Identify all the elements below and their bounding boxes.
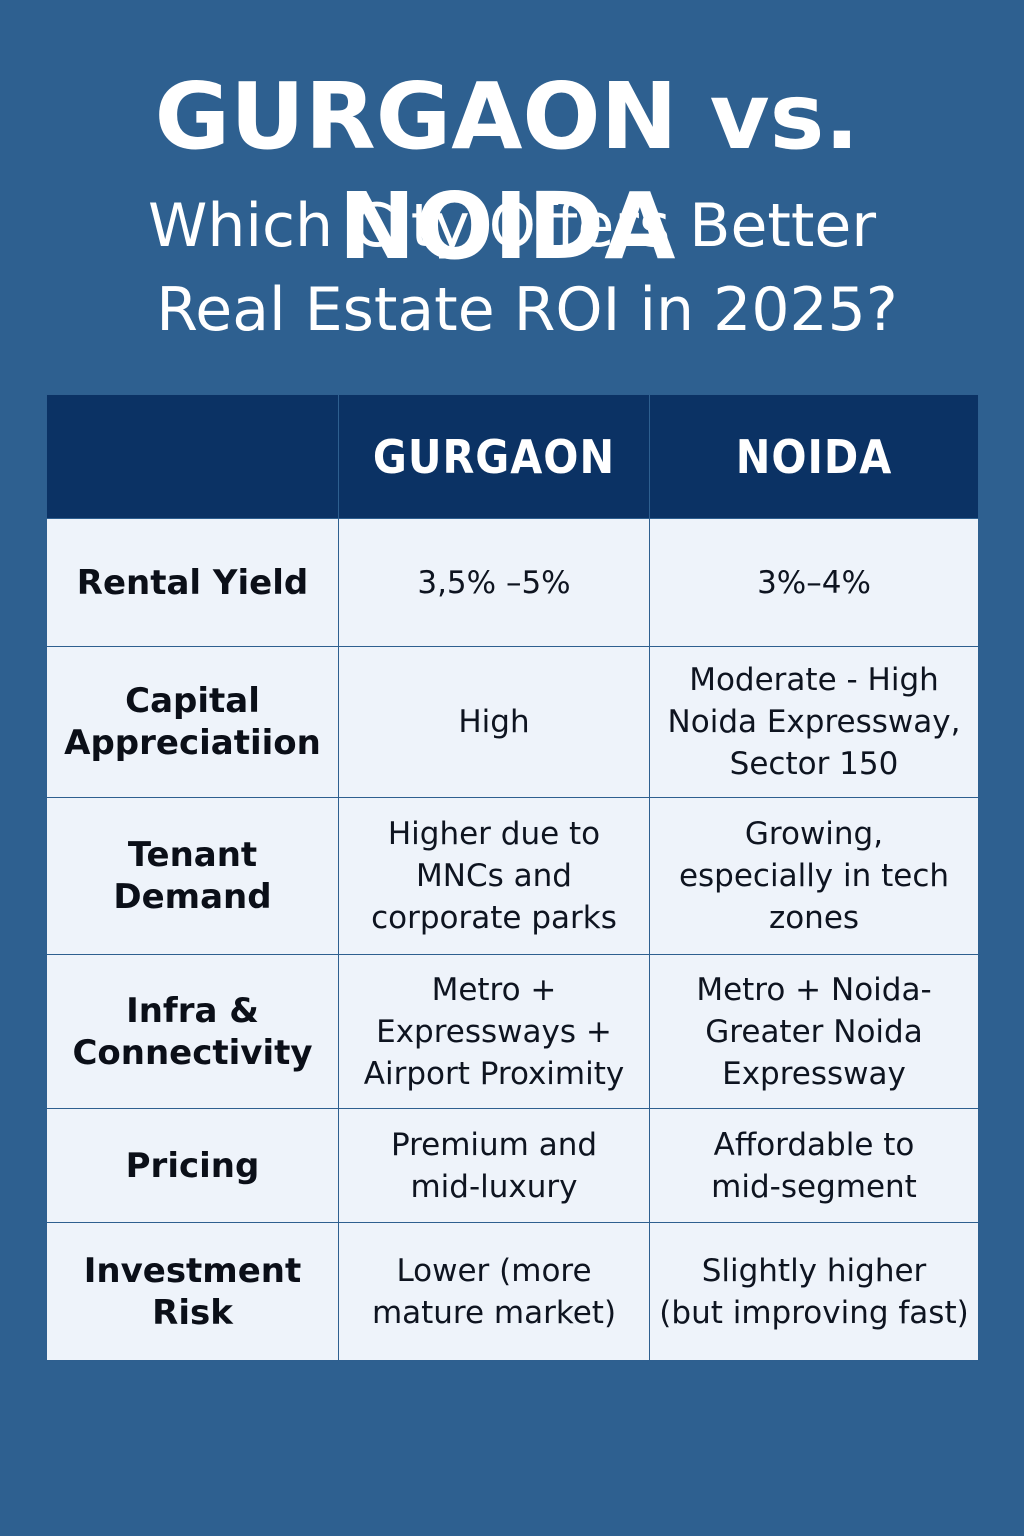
gurgaon-rental-yield: 3,5% –5% (338, 518, 650, 647)
noida-rental-yield: 3%–4% (649, 518, 979, 647)
cell-text: Expressway (722, 1055, 906, 1092)
cell-text: Greater Noida (705, 1013, 923, 1050)
cell-text: Growing, (744, 816, 884, 852)
row-label-investment-risk: Investment Risk (46, 1222, 339, 1361)
row-label-pricing: Pricing (46, 1108, 339, 1223)
cell-text: Moderate - High (689, 662, 939, 698)
gurgaon-investment-risk: Lower (more mature market) (338, 1222, 650, 1361)
row-label-text: Tenant (127, 835, 258, 875)
table-row: Tenant Demand Higher due to MNCs and cor… (46, 797, 979, 955)
subtitle-line-1: Which City Offers Better (148, 191, 876, 261)
gurgaon-tenant-demand: Higher due to MNCs and corporate parks (338, 797, 650, 955)
gurgaon-pricing: Premium and mid-luxury (338, 1108, 650, 1223)
gurgaon-infra-connectivity: Metro + Expressways + Airport Proximity (338, 954, 650, 1109)
row-label-tenant-demand: Tenant Demand (46, 797, 339, 955)
noida-pricing: Affordable to mid-segment (649, 1108, 979, 1223)
row-label-text: Investment (83, 1250, 302, 1291)
row-label-text: Risk (152, 1292, 233, 1333)
noida-tenant-demand: Growing, especially in tech zones (649, 797, 979, 955)
cell-text: 3%–4% (757, 564, 871, 601)
cell-text: Premium and (390, 1126, 598, 1163)
cell-text: zones (768, 900, 860, 936)
row-label-rental-yield: Rental Yield (46, 518, 339, 647)
cell-text: High (458, 704, 530, 740)
cell-text: Metro + (431, 971, 557, 1008)
page-title: GURGAON vs. NOIDA (154, 63, 860, 280)
gurgaon-capital-appreciation: High (338, 646, 650, 798)
cell-text: corporate parks (371, 900, 617, 936)
table-row: Capital Appreciatiion High Moderate - Hi… (46, 646, 979, 798)
cell-text: 3,5% –5% (417, 564, 571, 601)
header-cell-noida: NOIDA (649, 394, 979, 519)
cell-text: MNCs and (416, 858, 572, 894)
table-row: Pricing Premium and mid-luxury Affordabl… (46, 1108, 979, 1223)
cell-text: Sector 150 (729, 746, 899, 782)
table-row: Investment Risk Lower (more mature marke… (46, 1222, 979, 1361)
cell-text: Higher due to (387, 816, 601, 852)
page-subtitle: Which City Offers Better Real Estate ROI… (0, 184, 1024, 352)
table-header-row: GURGAON NOIDA (46, 394, 979, 519)
cell-text: Metro + Noida- (696, 971, 932, 1008)
cell-text: Noida Expressway, (667, 704, 961, 740)
table-row: Infra & Connectivity Metro + Expressways… (46, 954, 979, 1109)
noida-infra-connectivity: Metro + Noida- Greater Noida Expressway (649, 954, 979, 1109)
row-label-text: Infra & (126, 990, 259, 1031)
cell-text: Lower (more (396, 1252, 592, 1289)
comparison-table: GURGAON NOIDA Rental Yield 3,5% –5% 3%–4… (46, 394, 979, 1361)
cell-text: mid-luxury (410, 1168, 578, 1205)
noida-capital-appreciation: Moderate - High Noida Expressway, Sector… (649, 646, 979, 798)
cell-text: (but improving fast) (659, 1294, 969, 1331)
noida-investment-risk: Slightly higher (but improving fast) (649, 1222, 979, 1361)
row-label-text: Appreciatiion (64, 723, 321, 763)
row-label-text: Rental Yield (76, 562, 309, 603)
cell-text: mid-segment (711, 1168, 917, 1205)
table-row: Rental Yield 3,5% –5% 3%–4% (46, 518, 979, 647)
cell-text: mature market) (371, 1294, 617, 1331)
row-label-capital-appreciation: Capital Appreciatiion (46, 646, 339, 798)
cell-text: Slightly higher (701, 1252, 927, 1289)
row-label-infra-connectivity: Infra & Connectivity (46, 954, 339, 1109)
row-label-text: Demand (113, 877, 272, 917)
cell-text: Airport Proximity (363, 1055, 625, 1092)
cell-text: especially in tech (678, 858, 950, 894)
header-cell-gurgaon: GURGAON (338, 394, 650, 519)
cell-text: Expressways + (376, 1013, 612, 1050)
subtitle-line-2: Real Estate ROI in 2025? (156, 275, 898, 345)
row-label-text: Connectivity (72, 1032, 313, 1073)
row-label-text: Capital (125, 681, 260, 721)
row-label-text: Pricing (125, 1145, 260, 1186)
header-cell-empty (46, 394, 339, 519)
cell-text: Affordable to (713, 1126, 915, 1163)
